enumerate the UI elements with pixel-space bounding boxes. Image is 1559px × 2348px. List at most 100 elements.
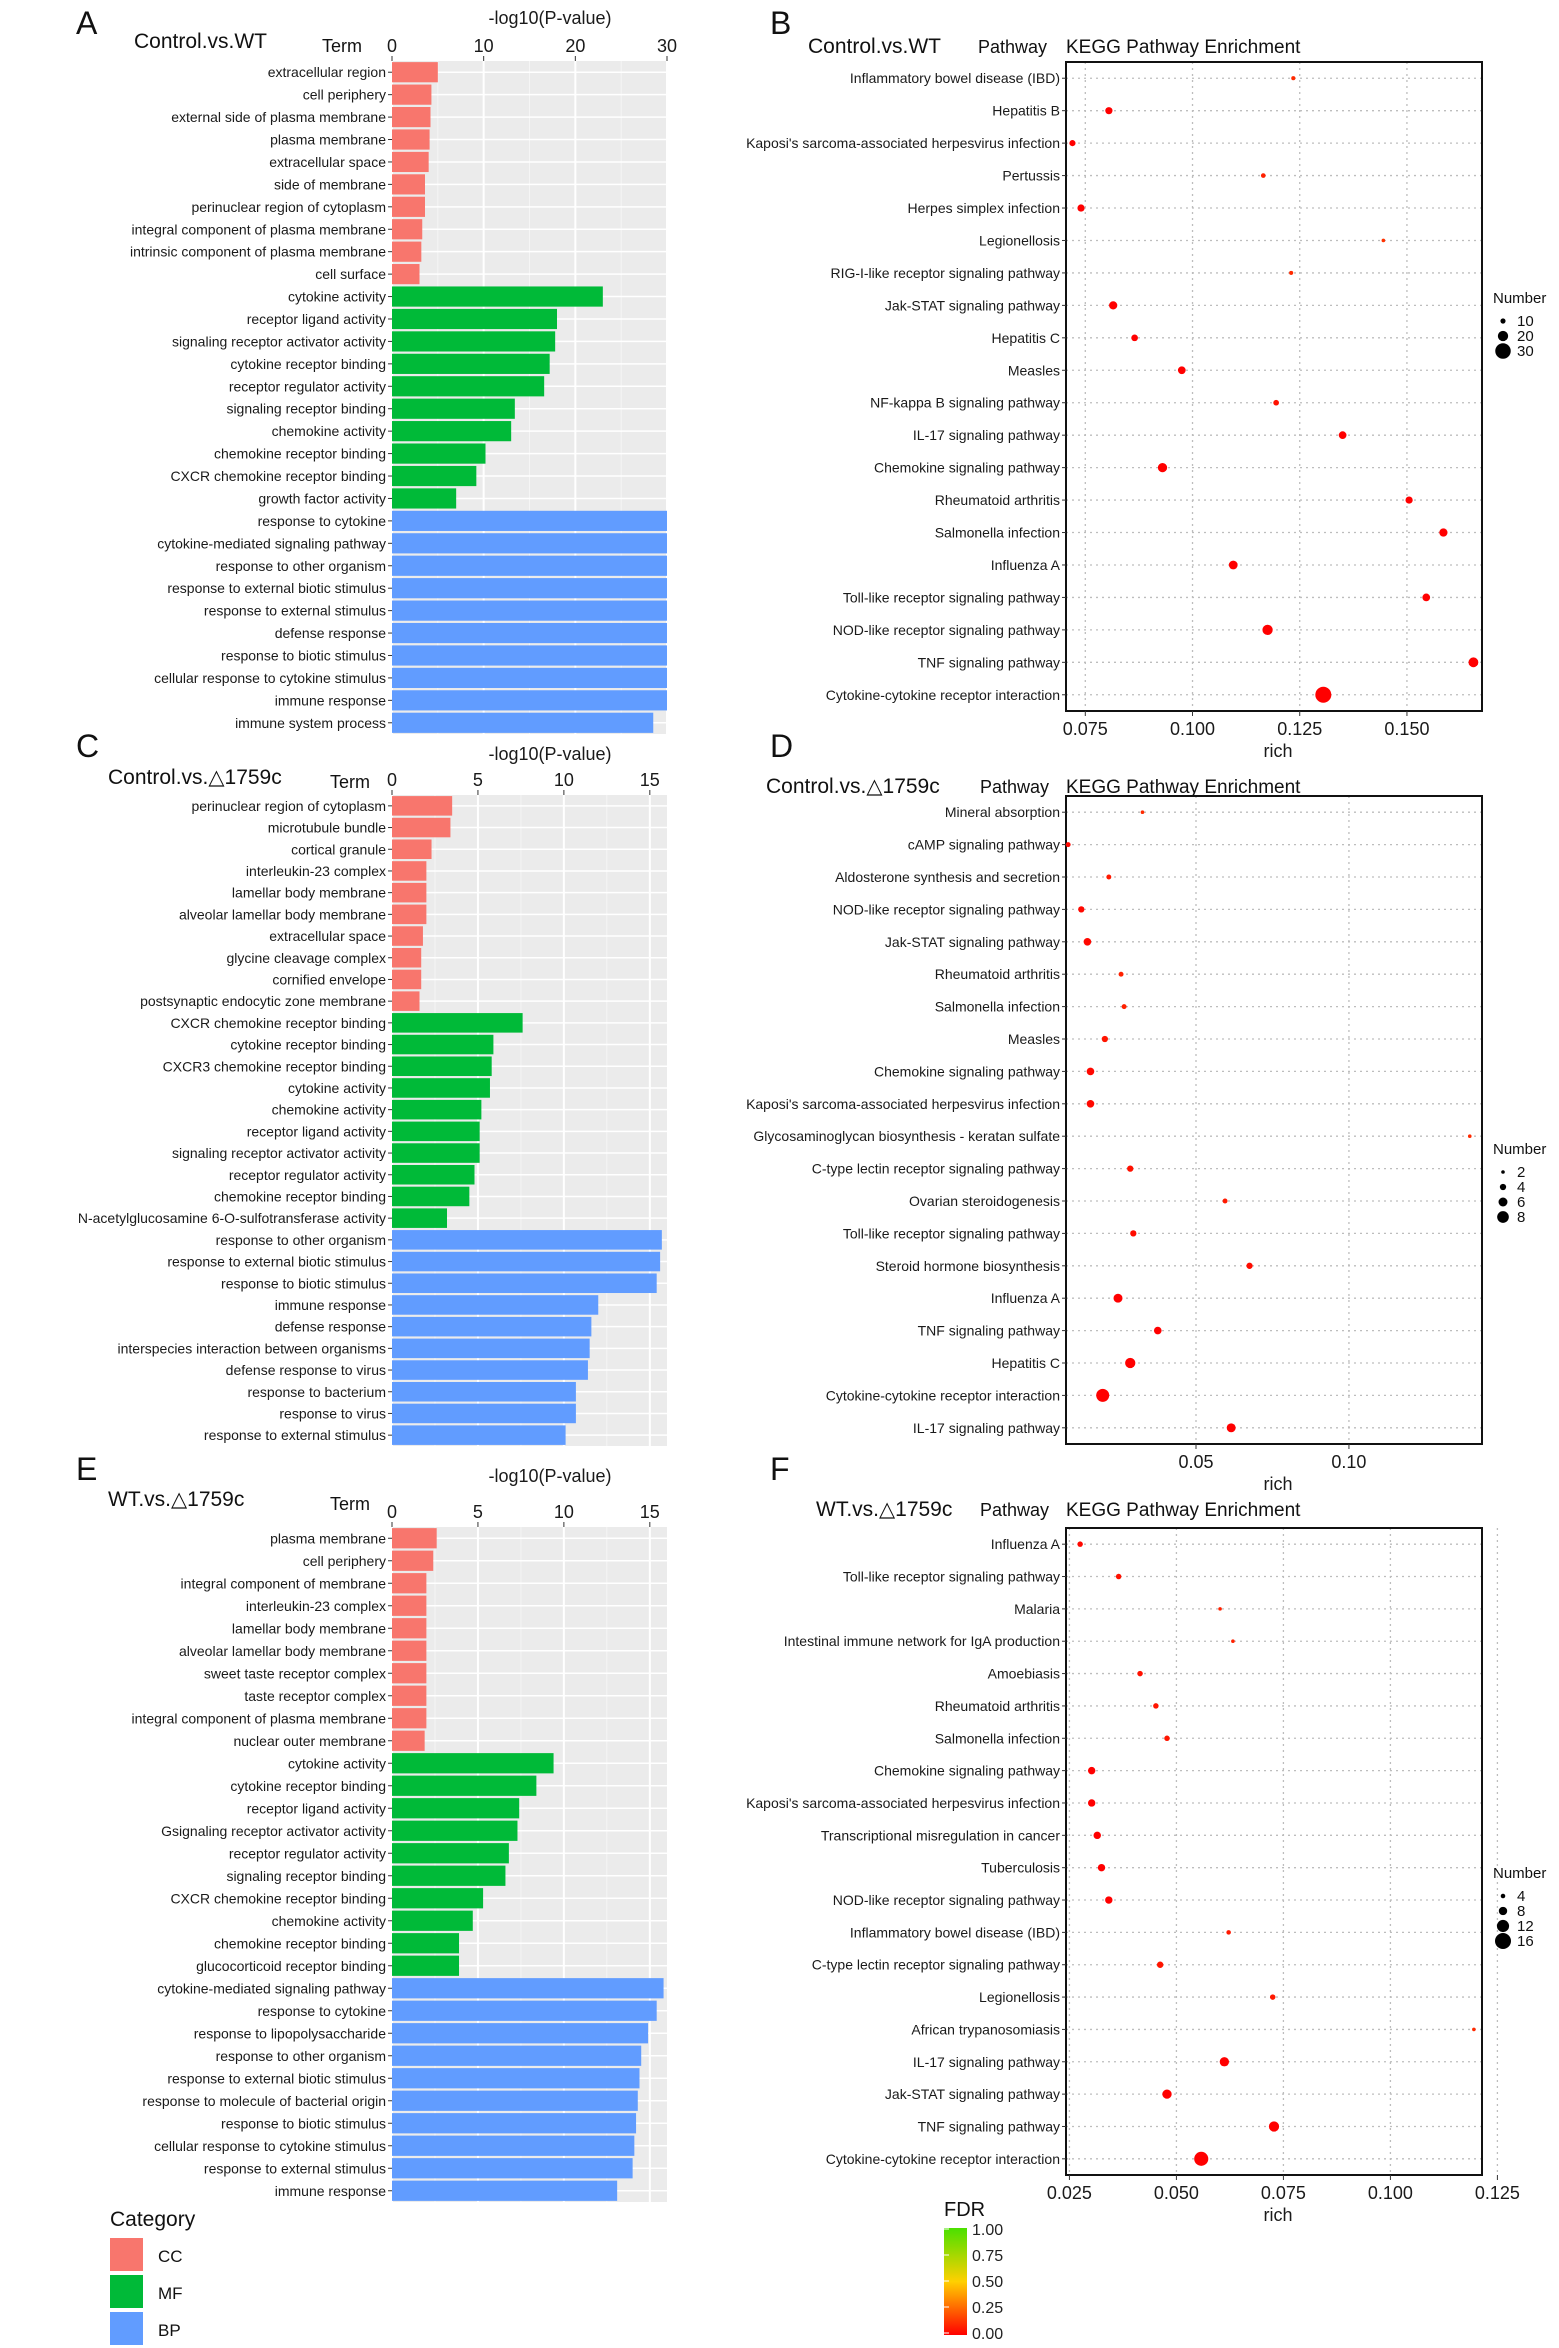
plot-frame bbox=[1065, 61, 1483, 712]
data-point bbox=[1157, 462, 1168, 473]
bar bbox=[392, 645, 667, 666]
pathway-label: Malaria bbox=[1014, 1601, 1060, 1617]
size-legend-label: 10 bbox=[1517, 313, 1534, 330]
bar bbox=[392, 1753, 554, 1774]
data-point bbox=[1065, 842, 1071, 848]
x-tick-label: 0.025 bbox=[1047, 2183, 1092, 2203]
y-axis-title: Term bbox=[322, 36, 362, 56]
term-label: glycine cleavage complex bbox=[226, 950, 386, 966]
term-label: response to other organism bbox=[216, 2048, 386, 2064]
x-axis-title: -log10(P-value) bbox=[488, 1466, 611, 1486]
data-point bbox=[1093, 1831, 1101, 1840]
term-label: interleukin-23 complex bbox=[246, 863, 386, 879]
term-label: immune response bbox=[275, 1297, 386, 1313]
term-label: plasma membrane bbox=[270, 132, 386, 148]
term-label: cytokine activity bbox=[288, 289, 386, 305]
pathway-label: African trypanosomiasis bbox=[911, 2021, 1060, 2037]
term-label: receptor regulator activity bbox=[229, 378, 386, 394]
pathway-label: Ovarian steroidogenesis bbox=[909, 1193, 1060, 1209]
term-label: microtubule bundle bbox=[268, 820, 387, 836]
pathway-label: C-type lectin receptor signaling pathway bbox=[812, 1161, 1060, 1177]
x-tick-label: 0.150 bbox=[1384, 719, 1429, 739]
term-label: cornified envelope bbox=[272, 971, 386, 987]
term-label: receptor ligand activity bbox=[247, 311, 386, 327]
term-label: response to virus bbox=[279, 1405, 386, 1421]
pathway-label: NF-kappa B signaling pathway bbox=[870, 395, 1060, 411]
bar bbox=[392, 926, 423, 946]
x-tick-label: 15 bbox=[640, 770, 660, 790]
panel-label-d: D bbox=[770, 728, 793, 764]
size-legend-dot bbox=[1498, 1197, 1508, 1207]
bar bbox=[392, 600, 667, 621]
term-label: cortical granule bbox=[291, 841, 386, 857]
term-label: receptor ligand activity bbox=[247, 1123, 386, 1139]
term-label: cytokine receptor binding bbox=[230, 356, 386, 372]
bar bbox=[392, 1708, 427, 1729]
term-label: side of membrane bbox=[274, 176, 386, 192]
x-tick-label: 0.125 bbox=[1475, 2183, 1520, 2203]
panel-label-e: E bbox=[76, 1451, 97, 1487]
term-label: interleukin-23 complex bbox=[246, 1598, 386, 1614]
bar bbox=[392, 1381, 576, 1402]
bar bbox=[392, 1295, 599, 1315]
bar bbox=[392, 1208, 447, 1228]
bar bbox=[392, 1550, 434, 1571]
bar bbox=[392, 465, 477, 487]
bar bbox=[392, 443, 486, 464]
pathway-label: Herpes simplex infection bbox=[907, 200, 1060, 216]
fdr-legend: FDR 1.00 0.75 0.50 0.25 0.00 bbox=[944, 2199, 1003, 2343]
data-point bbox=[1137, 1670, 1143, 1677]
pathway-label: Jak-STAT signaling pathway bbox=[885, 2086, 1060, 2102]
pathway-label: Toll-like receptor signaling pathway bbox=[843, 589, 1060, 605]
term-label: chemokine activity bbox=[272, 423, 386, 439]
data-point bbox=[1226, 1423, 1236, 1433]
legend-swatch-cc bbox=[110, 2238, 143, 2271]
bar bbox=[392, 1121, 480, 1142]
panel-label-f: F bbox=[770, 1451, 790, 1487]
bar bbox=[392, 796, 453, 816]
term-label: integral component of plasma membrane bbox=[132, 221, 387, 237]
x-tick-label: 0 bbox=[387, 1502, 397, 1522]
bar bbox=[392, 969, 422, 990]
panel-label-a: A bbox=[76, 5, 98, 41]
term-label: extracellular space bbox=[269, 154, 386, 170]
pathway-label: Aldosterone synthesis and secretion bbox=[835, 869, 1060, 885]
bar bbox=[392, 1360, 588, 1380]
data-point bbox=[1472, 2027, 1476, 2032]
term-label: signaling receptor binding bbox=[226, 401, 386, 417]
bar bbox=[392, 1143, 480, 1163]
size-legend-dot bbox=[1500, 318, 1506, 324]
bar bbox=[392, 690, 667, 711]
legend-label-cc: CC bbox=[158, 2247, 183, 2266]
x-tick-label: 0.100 bbox=[1170, 719, 1215, 739]
pathway-label: Chemokine signaling pathway bbox=[874, 1063, 1060, 1079]
bar bbox=[392, 712, 654, 733]
term-label: lamellar body membrane bbox=[232, 1620, 386, 1636]
legend-label-bp: BP bbox=[158, 2321, 181, 2340]
chart-title: Control.vs.△1759c bbox=[108, 766, 282, 789]
x-tick-label: 5 bbox=[473, 1502, 483, 1522]
data-point bbox=[1101, 1035, 1108, 1043]
bar bbox=[392, 861, 427, 881]
bar bbox=[392, 488, 457, 509]
bar bbox=[392, 839, 432, 860]
bar bbox=[392, 174, 425, 195]
term-label: chemokine activity bbox=[272, 1913, 386, 1929]
bar bbox=[392, 1034, 494, 1055]
term-label: Gsignaling receptor activator activity bbox=[161, 1823, 386, 1839]
pathway-label: Hepatitis C bbox=[992, 330, 1060, 346]
term-label: sweet taste receptor complex bbox=[204, 1665, 386, 1681]
fdr-tick-label: 0.00 bbox=[972, 2326, 1003, 2343]
pathway-label: IL-17 signaling pathway bbox=[913, 1420, 1060, 1436]
term-label: integral component of plasma membrane bbox=[132, 1710, 387, 1726]
pathway-label: Hepatitis C bbox=[992, 1355, 1060, 1371]
bar bbox=[392, 1056, 492, 1077]
term-label: cell periphery bbox=[303, 1553, 386, 1569]
x-tick-label: 0.10 bbox=[1331, 1452, 1366, 1472]
size-legend-title: Number bbox=[1493, 1865, 1546, 1882]
size-legend-label: 6 bbox=[1517, 1194, 1525, 1211]
legend-label-mf: MF bbox=[158, 2284, 183, 2303]
bar bbox=[392, 882, 427, 903]
pathway-label: Kaposi's sarcoma-associated herpesvirus … bbox=[746, 1096, 1060, 1112]
pathway-label: Tuberculosis bbox=[981, 1860, 1060, 1876]
